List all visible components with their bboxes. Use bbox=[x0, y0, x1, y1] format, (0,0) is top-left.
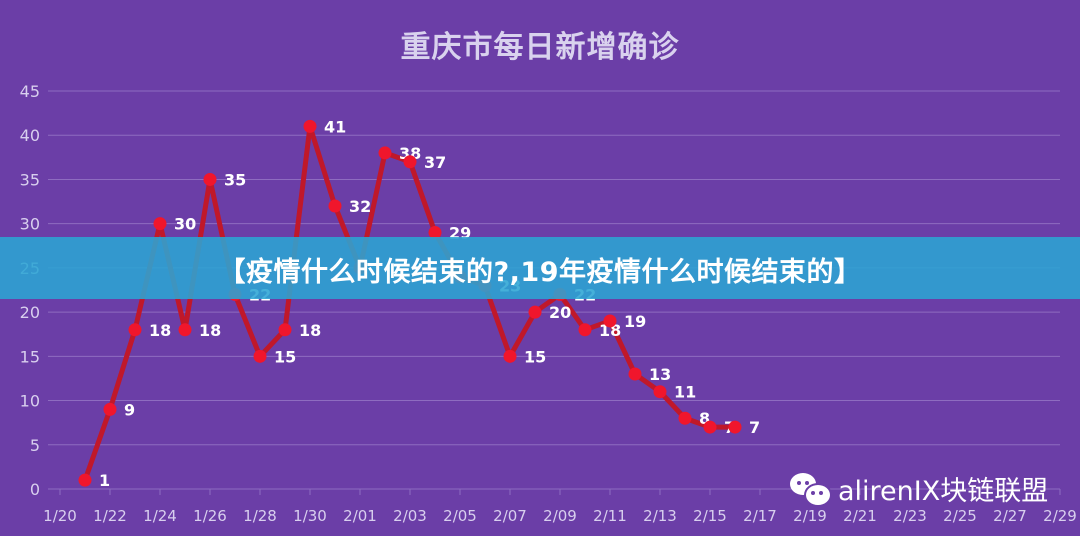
data-point bbox=[203, 172, 217, 186]
data-label: 18 bbox=[599, 321, 621, 340]
x-tick-label: 2/13 bbox=[643, 507, 677, 525]
x-tick-label: 2/27 bbox=[993, 507, 1027, 525]
x-tick-label: 2/03 bbox=[393, 507, 427, 525]
data-label: 7 bbox=[749, 418, 760, 437]
y-tick-label: 5 bbox=[30, 436, 40, 455]
data-label: 37 bbox=[424, 153, 446, 172]
wechat-icon bbox=[790, 471, 832, 507]
data-label: 20 bbox=[549, 303, 571, 322]
x-tick-label: 1/20 bbox=[43, 507, 77, 525]
data-point bbox=[703, 420, 717, 434]
y-tick-label: 0 bbox=[30, 480, 40, 499]
x-tick-label: 2/11 bbox=[593, 507, 627, 525]
x-tick-label: 1/28 bbox=[243, 507, 277, 525]
data-label: 18 bbox=[199, 321, 221, 340]
data-point bbox=[678, 411, 692, 425]
x-tick-label: 2/01 bbox=[343, 507, 377, 525]
data-label: 38 bbox=[399, 144, 421, 163]
data-point bbox=[78, 473, 92, 487]
x-tick-label: 1/30 bbox=[293, 507, 327, 525]
data-label: 30 bbox=[174, 215, 196, 234]
data-point bbox=[578, 323, 592, 337]
source-watermark: alirenIX块链联盟 bbox=[790, 468, 1048, 508]
x-tick-label: 2/17 bbox=[743, 507, 777, 525]
data-point bbox=[503, 349, 517, 363]
data-point bbox=[428, 226, 442, 240]
data-point bbox=[628, 367, 642, 381]
y-tick-label: 30 bbox=[20, 215, 40, 234]
x-tick-label: 2/15 bbox=[693, 507, 727, 525]
chart-title: 重庆市每日新增确诊 bbox=[400, 30, 680, 65]
x-tick-label: 2/21 bbox=[843, 507, 877, 525]
data-label: 8 bbox=[699, 409, 710, 428]
x-tick-label: 2/23 bbox=[893, 507, 927, 525]
data-point bbox=[528, 305, 542, 319]
data-point bbox=[303, 119, 317, 133]
y-tick-label: 10 bbox=[20, 392, 40, 411]
x-tick-label: 1/22 bbox=[93, 507, 127, 525]
data-label: 18 bbox=[299, 321, 321, 340]
data-point bbox=[253, 349, 267, 363]
y-tick-label: 45 bbox=[20, 82, 40, 101]
data-label: 15 bbox=[524, 347, 546, 366]
x-tick-label: 2/25 bbox=[943, 507, 977, 525]
y-tick-label: 35 bbox=[20, 170, 40, 189]
x-tick-label: 1/26 bbox=[193, 507, 227, 525]
data-point bbox=[403, 155, 417, 169]
data-label: 11 bbox=[674, 383, 696, 402]
data-point bbox=[378, 146, 392, 160]
data-label: 1 bbox=[99, 471, 110, 490]
x-tick-label: 2/29 bbox=[1043, 507, 1077, 525]
data-point bbox=[278, 323, 292, 337]
data-point bbox=[603, 314, 617, 328]
data-point bbox=[153, 217, 167, 231]
data-point bbox=[728, 420, 742, 434]
data-label: 13 bbox=[649, 365, 671, 384]
y-tick-label: 15 bbox=[20, 347, 40, 366]
y-tick-label: 20 bbox=[20, 303, 40, 322]
data-label: 19 bbox=[624, 312, 646, 331]
data-label: 15 bbox=[274, 347, 296, 366]
data-point bbox=[128, 323, 142, 337]
data-label: 9 bbox=[124, 400, 135, 419]
y-tick-label: 40 bbox=[20, 126, 40, 145]
article-title-banner bbox=[0, 237, 1080, 299]
data-point bbox=[653, 385, 667, 399]
data-label: 32 bbox=[349, 197, 371, 216]
data-point bbox=[178, 323, 192, 337]
x-tick-label: 1/24 bbox=[143, 507, 177, 525]
watermark-text: alirenIX块链联盟 bbox=[838, 475, 1049, 507]
data-label: 41 bbox=[324, 117, 346, 136]
x-tick-label: 2/05 bbox=[443, 507, 477, 525]
article-title: 【疫情什么时候结束的?,19年疫情什么时候结束的】 bbox=[218, 257, 862, 288]
x-tick-label: 2/07 bbox=[493, 507, 527, 525]
data-point bbox=[328, 199, 342, 213]
x-tick-label: 2/19 bbox=[793, 507, 827, 525]
data-label: 18 bbox=[149, 321, 171, 340]
x-tick-label: 2/09 bbox=[543, 507, 577, 525]
data-label: 35 bbox=[224, 170, 246, 189]
data-point bbox=[103, 402, 117, 416]
